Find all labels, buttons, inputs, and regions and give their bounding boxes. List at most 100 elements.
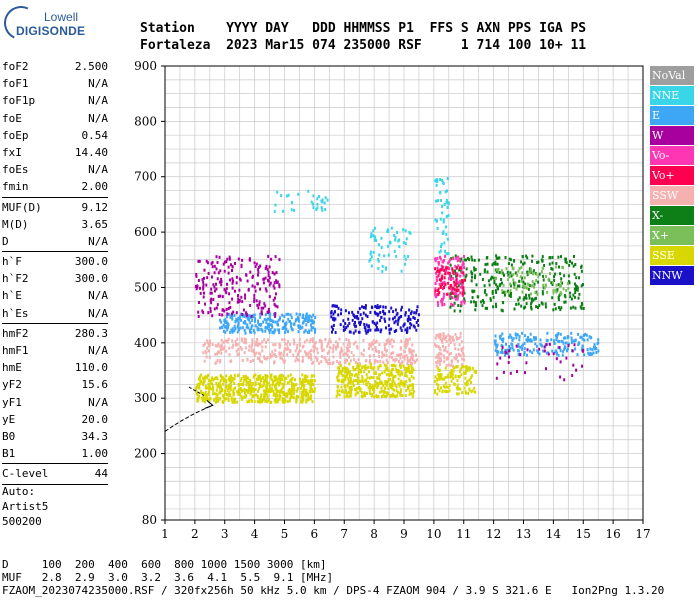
data-point-e <box>570 331 573 335</box>
data-point-vo- <box>452 276 455 280</box>
data-point-ssw <box>285 347 288 351</box>
data-point-nnw <box>344 322 347 325</box>
data-point-vo- <box>439 257 442 261</box>
data-point-w <box>202 280 205 284</box>
data-point-ssw <box>271 350 274 354</box>
data-point-sse <box>460 366 463 370</box>
data-point-w <box>231 281 234 285</box>
data-point-ssw <box>348 341 351 345</box>
param-label: yF2 <box>2 378 22 392</box>
data-point-ssw <box>241 359 244 362</box>
data-point-sse <box>343 378 346 382</box>
data-point-ssw <box>368 361 371 365</box>
data-point-sse <box>292 391 295 395</box>
data-point-nnw <box>404 311 407 315</box>
data-point-x- <box>526 256 529 260</box>
data-point-vo- <box>439 285 442 289</box>
data-point-nne <box>297 192 300 196</box>
data-point-ssw <box>245 341 248 345</box>
data-point-sse <box>224 389 226 393</box>
data-point-sse <box>353 379 356 383</box>
data-point-x- <box>474 274 477 278</box>
data-point-x- <box>582 307 585 310</box>
data-point-e <box>517 343 520 347</box>
data-point-sse <box>458 374 461 378</box>
data-point-w <box>508 355 510 359</box>
param-separator <box>2 251 108 253</box>
data-point-vo- <box>457 288 460 292</box>
data-point-e <box>542 349 545 353</box>
data-point-sse <box>243 388 246 392</box>
data-point-sse <box>265 375 268 379</box>
data-point-x- <box>491 291 494 295</box>
data-point-vo- <box>457 264 460 268</box>
data-point-sse <box>279 378 282 382</box>
data-point-sse <box>227 377 230 381</box>
data-point-ssw <box>392 351 395 355</box>
data-point-sse <box>200 391 203 395</box>
data-point-e <box>282 319 284 323</box>
data-point-sse <box>369 392 372 395</box>
data-point-ssw <box>261 349 264 353</box>
data-point-e <box>537 351 540 354</box>
data-point-w <box>264 276 267 280</box>
data-point-w <box>260 306 263 310</box>
data-point-e <box>546 338 549 342</box>
data-point-sse <box>229 388 232 391</box>
data-point-e <box>527 338 530 342</box>
data-point-w <box>205 283 208 287</box>
data-point-vo- <box>443 286 445 289</box>
data-point-x- <box>493 280 496 283</box>
data-point-sse <box>344 369 347 373</box>
data-point-ssw <box>327 342 330 346</box>
data-point-vo- <box>437 274 440 278</box>
data-point-sse <box>261 400 263 404</box>
data-point-sse <box>295 383 298 387</box>
data-point-nne <box>400 269 403 273</box>
data-point-ssw <box>439 337 442 341</box>
data-point-nnw <box>415 308 418 312</box>
data-point-w <box>245 311 248 315</box>
data-point-nnw <box>353 315 356 319</box>
data-point-e <box>570 339 573 342</box>
data-point-sse <box>399 393 402 397</box>
data-point-ssw <box>447 343 450 347</box>
data-point-w <box>563 378 566 382</box>
data-point-ssw <box>328 358 331 362</box>
data-point-sse <box>281 386 284 390</box>
data-point-e <box>254 324 257 328</box>
data-point-x- <box>543 264 546 267</box>
data-point-ssw <box>352 354 355 358</box>
data-point-x- <box>512 273 515 277</box>
data-point-sse <box>227 384 230 388</box>
data-point-sse <box>304 378 307 382</box>
data-point-sse <box>340 372 343 376</box>
data-point-x- <box>514 281 517 285</box>
data-point-sse <box>282 390 285 394</box>
data-point-w <box>229 305 232 309</box>
data-point-nne <box>436 226 439 230</box>
data-point-ssw <box>356 344 358 348</box>
data-point-ssw <box>408 348 411 352</box>
data-point-ssw <box>332 350 335 354</box>
data-point-nnw <box>390 327 393 331</box>
data-point-x- <box>574 263 577 266</box>
data-point-sse <box>222 379 225 383</box>
param-label: M(D) <box>2 217 29 231</box>
data-point-w <box>223 309 226 313</box>
data-point-nne <box>446 237 449 241</box>
data-point-sse <box>381 395 383 398</box>
data-point-x- <box>501 271 504 275</box>
data-point-ssw <box>373 361 376 365</box>
data-point-e <box>497 350 500 354</box>
data-point-w <box>230 263 232 267</box>
data-point-sse <box>412 392 415 396</box>
data-point-sse <box>198 375 201 379</box>
data-point-nne <box>290 201 293 204</box>
data-point-x- <box>474 301 477 305</box>
data-point-sse <box>281 377 284 381</box>
data-point-x- <box>518 284 521 288</box>
data-point-ssw <box>406 342 409 346</box>
data-point-e <box>496 343 499 347</box>
data-point-sse <box>387 377 390 381</box>
